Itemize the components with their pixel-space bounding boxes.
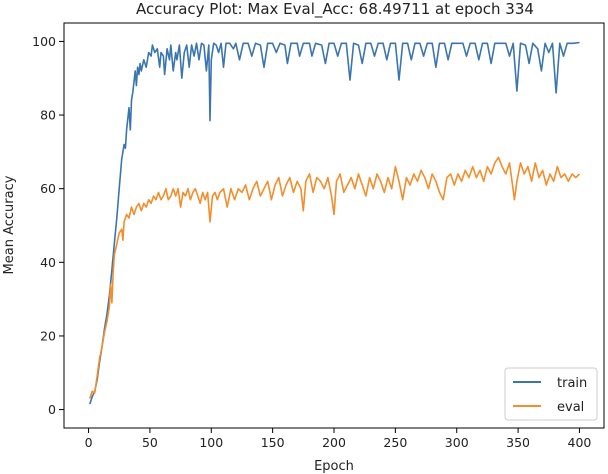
- x-axis-ticks: 0 50 100 150 200 250 300 350 400: [85, 428, 592, 450]
- series-line-eval: [89, 156, 581, 399]
- y-tick-label: 80: [40, 108, 56, 123]
- x-tick-label: 150: [261, 435, 285, 450]
- y-tick-label: 60: [40, 181, 56, 196]
- chart-title: Accuracy Plot: Max Eval_Acc: 68.49711 at…: [136, 0, 534, 19]
- x-tick-label: 200: [322, 435, 346, 450]
- x-tick-label: 350: [506, 435, 530, 450]
- x-tick-label: 250: [383, 435, 407, 450]
- y-tick-label: 20: [40, 328, 56, 343]
- legend: train eval: [504, 367, 598, 421]
- x-axis-label: Epoch: [314, 459, 354, 474]
- y-tick-label: 0: [48, 402, 56, 417]
- x-tick-label: 0: [85, 435, 93, 450]
- axes-frame: [63, 22, 605, 429]
- plot-area: [63, 22, 605, 429]
- legend-label-train: train: [557, 376, 587, 391]
- x-tick-label: 50: [142, 435, 158, 450]
- y-tick-label: 100: [32, 34, 56, 49]
- x-tick-label: 100: [199, 435, 223, 450]
- x-tick-label: 300: [445, 435, 469, 450]
- y-axis-label: Mean Accuracy: [2, 175, 17, 274]
- legend-label-eval: eval: [557, 400, 584, 415]
- x-tick-label: 400: [568, 435, 592, 450]
- series-line-train: [89, 41, 580, 405]
- y-axis-ticks: 0 20 40 60 80 100: [32, 34, 64, 417]
- y-tick-label: 40: [40, 255, 56, 270]
- series-layer: [89, 41, 581, 405]
